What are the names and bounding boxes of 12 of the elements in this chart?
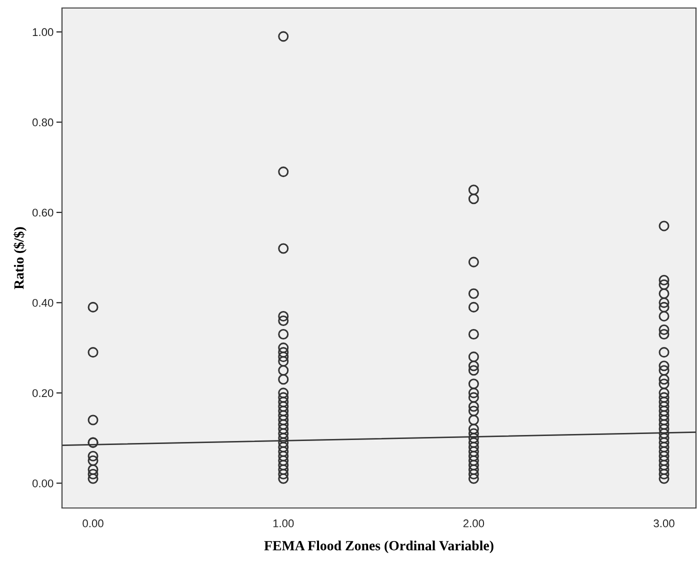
x-axis-title: FEMA Flood Zones (Ordinal Variable) (264, 540, 494, 554)
x-tick-label: 0.00 (82, 519, 104, 528)
x-tick-label: 2.00 (463, 519, 484, 528)
y-tick-label: 0.00 (32, 479, 54, 488)
y-tick-label: 0.20 (32, 389, 54, 398)
y-axis-title: Ratio ($/$) (13, 227, 26, 290)
y-tick-label: 0.40 (32, 298, 54, 307)
y-tick-label: 0.60 (32, 208, 54, 217)
x-tick-label: 3.00 (654, 519, 674, 528)
y-tick-label: 0.80 (32, 118, 54, 126)
x-tick-label: 1.00 (273, 519, 294, 528)
y-tick-label: 1.00 (32, 28, 54, 36)
